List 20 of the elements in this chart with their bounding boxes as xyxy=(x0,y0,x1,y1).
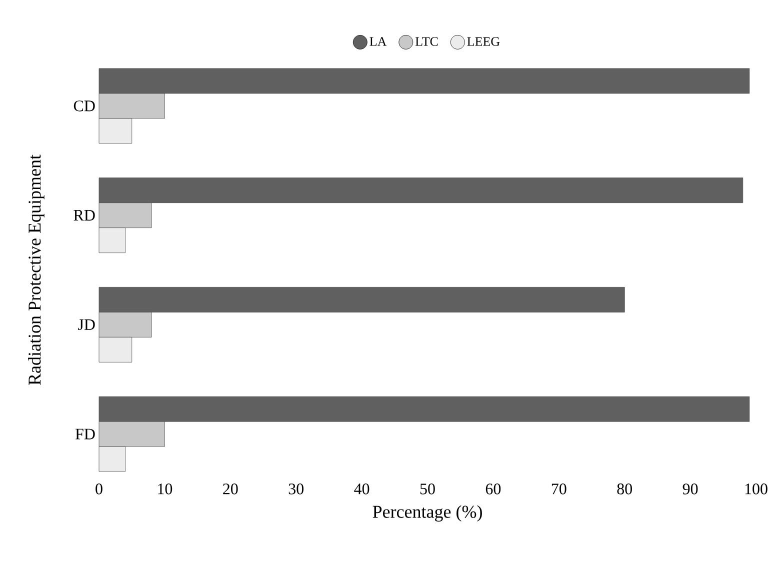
y-tick-label: CD xyxy=(74,100,95,112)
y-axis-title: Radiation Protective Equipment xyxy=(28,154,44,385)
legend-label: LEEG xyxy=(467,37,500,46)
x-tick-label: 50 xyxy=(420,484,435,494)
x-tick-label: 100 xyxy=(745,484,768,494)
x-tick-label: 90 xyxy=(682,484,698,494)
legend-label: LTC xyxy=(415,37,438,46)
x-tick-label: 30 xyxy=(288,484,304,494)
y-tick-label: RD xyxy=(74,210,95,221)
x-tick-label: 10 xyxy=(158,484,172,494)
x-tick-label: 40 xyxy=(354,484,370,494)
x-tick-label: 70 xyxy=(552,484,566,494)
y-tick-label: JD xyxy=(78,319,95,330)
x-axis-title: Percentage (%) xyxy=(372,505,482,522)
legend-label: LA xyxy=(370,37,387,46)
x-tick-label: 60 xyxy=(486,484,501,494)
x-tick-label: 80 xyxy=(617,484,632,494)
y-tick-label: FD xyxy=(75,428,95,440)
x-tick-label: 20 xyxy=(223,484,238,494)
x-tick-label: 0 xyxy=(96,484,102,494)
